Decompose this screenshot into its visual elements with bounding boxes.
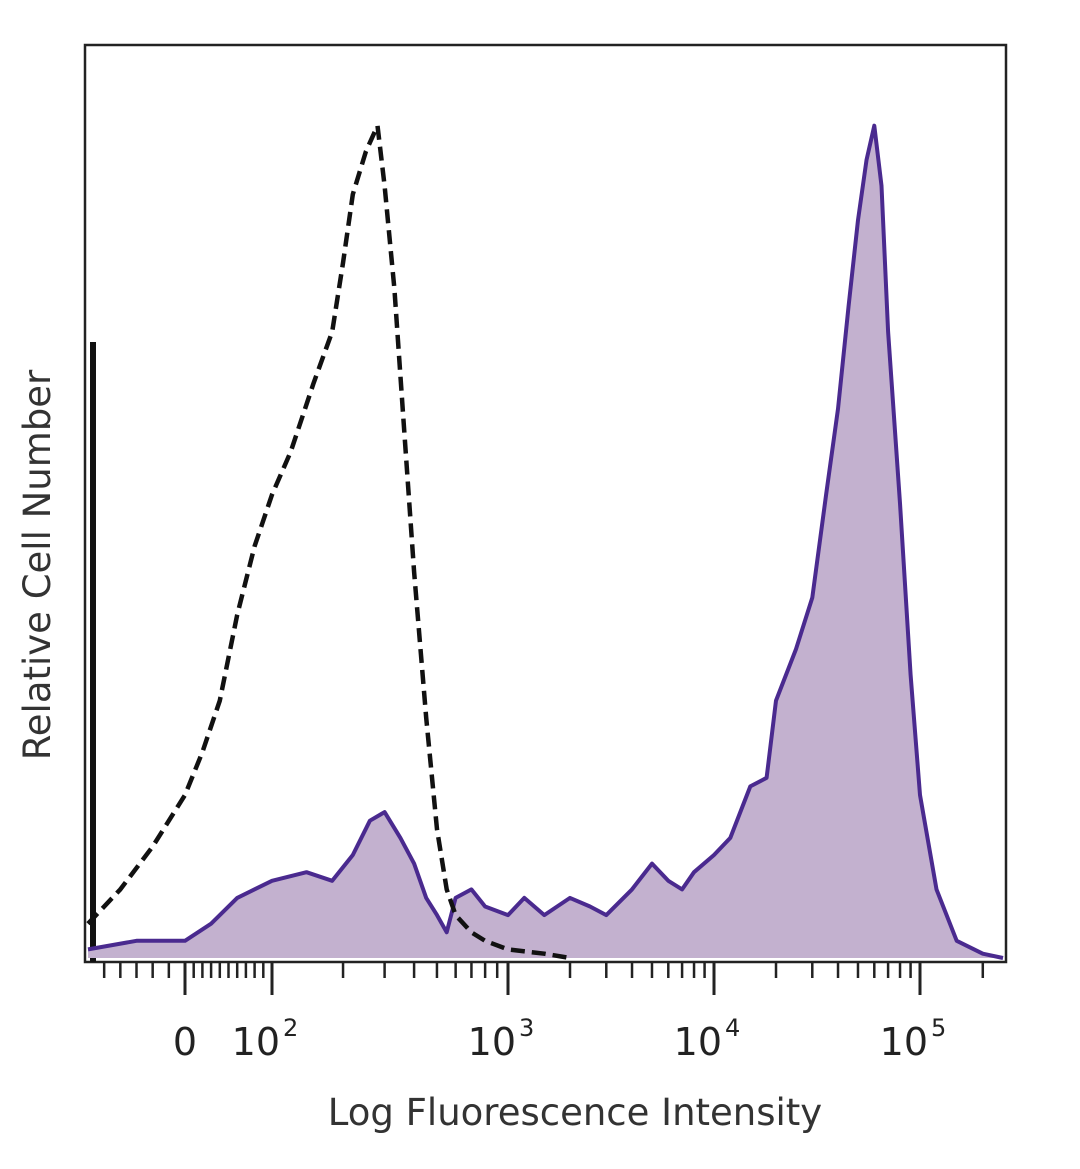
x-axis-ticks: 0 10 2 10 3 10 4 10 5: [102, 962, 985, 1064]
x-tick-label: 10: [880, 1020, 928, 1064]
x-tick-label: 10: [674, 1020, 722, 1064]
x-tick-exponent: 5: [931, 1014, 946, 1042]
y-axis-title: Relative Cell Number: [16, 369, 59, 760]
series-layer: [86, 123, 1004, 961]
x-tick-label: 10: [232, 1020, 280, 1064]
x-tick-label: 10: [468, 1020, 516, 1064]
x-tick-label: 0: [173, 1020, 197, 1064]
x-tick-exponent: 4: [725, 1014, 740, 1042]
x-tick-exponent: 2: [283, 1014, 298, 1042]
x-axis-title: Log Fluorescence Intensity: [328, 1091, 822, 1134]
x-tick-exponent: 3: [519, 1014, 534, 1042]
series-1-line: [87, 123, 1004, 960]
plot-frame: [83, 43, 1008, 964]
series-1-area: [88, 125, 1003, 958]
series-0-line: [86, 123, 571, 961]
